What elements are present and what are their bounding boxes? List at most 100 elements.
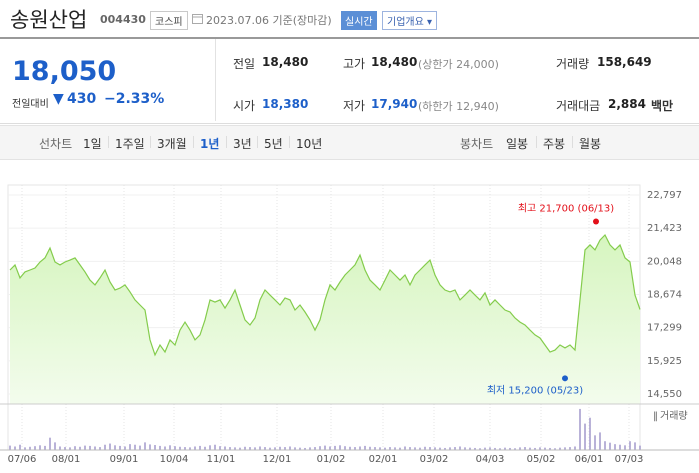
change-value: 430: [67, 91, 97, 107]
candle-tab[interactable]: 월봉: [579, 137, 602, 151]
volume-bar: [509, 447, 511, 450]
volume-bar: [549, 447, 551, 450]
volume-bar: [324, 445, 326, 450]
volume-bar: [519, 447, 521, 450]
stat-label: 고가: [343, 57, 366, 71]
volume-bar: [109, 443, 111, 450]
volume-bar: [524, 447, 526, 450]
down-arrow: ▼: [53, 91, 64, 107]
volume-bar: [529, 447, 531, 450]
volume-bar: [414, 447, 416, 450]
stat-note: (하한가 12,940): [418, 100, 499, 113]
volume-bar: [319, 446, 321, 450]
current-price: 18,050: [12, 56, 117, 87]
x-tick-label: 10/04: [160, 454, 189, 465]
period-tab[interactable]: 3년: [233, 137, 252, 151]
stat-note: (상한가 24,000): [418, 58, 499, 71]
y-tick-label: 17,299: [647, 323, 682, 334]
volume-bar: [229, 447, 231, 450]
period-tab[interactable]: 5년: [264, 137, 283, 151]
volume-bar: [589, 417, 591, 450]
y-tick-label: 14,550: [647, 389, 682, 400]
realtime-badge[interactable]: 실시간: [341, 11, 377, 30]
volume-bar: [484, 447, 486, 450]
volume-bar: [14, 446, 16, 450]
volume-bar: [439, 447, 441, 450]
volume-bar: [419, 447, 421, 450]
volume-bar: [239, 447, 241, 450]
x-tick-label: 06/01: [575, 454, 604, 465]
volume-bar: [594, 435, 596, 450]
tab-separator: [150, 136, 151, 148]
x-tick-label: 05/02: [527, 454, 556, 465]
volume-bar: [284, 447, 286, 450]
volume-bar: [39, 445, 41, 450]
volume-bar: [64, 447, 66, 450]
volume-bar: [294, 447, 296, 450]
stat-value: 18,480: [262, 55, 309, 69]
candle-chart-label: 봉차트: [460, 137, 494, 151]
change-label: 전일대비: [12, 99, 49, 110]
volume-bar: [569, 447, 571, 450]
period-tab[interactable]: 10년: [296, 137, 323, 151]
volume-bar: [139, 445, 141, 450]
volume-bar: [619, 444, 621, 450]
candle-tab[interactable]: 일봉: [506, 137, 529, 151]
stat-value: 158,649: [597, 55, 652, 69]
volume-bar: [349, 446, 351, 450]
volume-bar: [189, 447, 191, 450]
volume-label: 거래량: [660, 410, 688, 422]
overview-button[interactable]: 기업개요 ▾: [382, 11, 438, 30]
calendar-icon: [192, 14, 203, 24]
volume-bar: [459, 446, 461, 450]
volume-bar: [464, 447, 466, 450]
period-tab[interactable]: 1년: [200, 137, 220, 151]
base-date: 2023.07.06 기준(장마감): [206, 14, 332, 27]
volume-bar: [219, 446, 221, 450]
volume-bar: [104, 444, 106, 450]
x-tick-label: 12/01: [263, 454, 292, 465]
volume-bar: [609, 442, 611, 450]
volume-bar: [159, 445, 161, 450]
candle-tab[interactable]: 주봉: [543, 137, 566, 151]
stat-unit: 백만: [651, 99, 674, 113]
volume-bar: [234, 447, 236, 450]
period-tab[interactable]: 1주일: [115, 137, 145, 151]
tab-separator: [536, 136, 537, 148]
volume-bar: [584, 423, 586, 450]
period-tab[interactable]: 1일: [83, 137, 102, 151]
volume-bar: [614, 444, 616, 450]
stat-label: 전일: [233, 57, 256, 71]
volume-bar: [539, 447, 541, 450]
volume-bar: [384, 447, 386, 450]
line-chart-label: 선차트: [39, 137, 73, 151]
x-tick-label: 09/01: [110, 454, 139, 465]
volume-bar: [454, 447, 456, 450]
volume-bar: [489, 447, 491, 450]
volume-bar: [129, 444, 131, 450]
volume-bar: [174, 446, 176, 450]
volume-bar: [99, 447, 101, 450]
change-pct: −2.33%: [104, 91, 165, 107]
stat-value: 18,380: [262, 97, 309, 111]
stat-label: 거래량: [556, 57, 590, 71]
volume-bar: [179, 446, 181, 450]
volume-bar: [124, 446, 126, 450]
volume-bar: [299, 447, 301, 450]
volume-bar: [199, 445, 201, 450]
volume-bar: [434, 447, 436, 450]
x-tick-label: 01/02: [317, 454, 346, 465]
volume-bar: [514, 448, 516, 450]
period-tab[interactable]: 3개월: [157, 137, 187, 151]
volume-bar: [289, 446, 291, 450]
y-tick-label: 22,797: [647, 190, 682, 201]
x-tick-label: 07/06: [8, 454, 37, 465]
volume-bar: [309, 447, 311, 450]
volume-bar: [559, 447, 561, 450]
volume-bar: [169, 445, 171, 450]
stock-code: 004430: [100, 13, 146, 26]
volume-bar: [69, 447, 71, 450]
volume-bar: [404, 446, 406, 450]
